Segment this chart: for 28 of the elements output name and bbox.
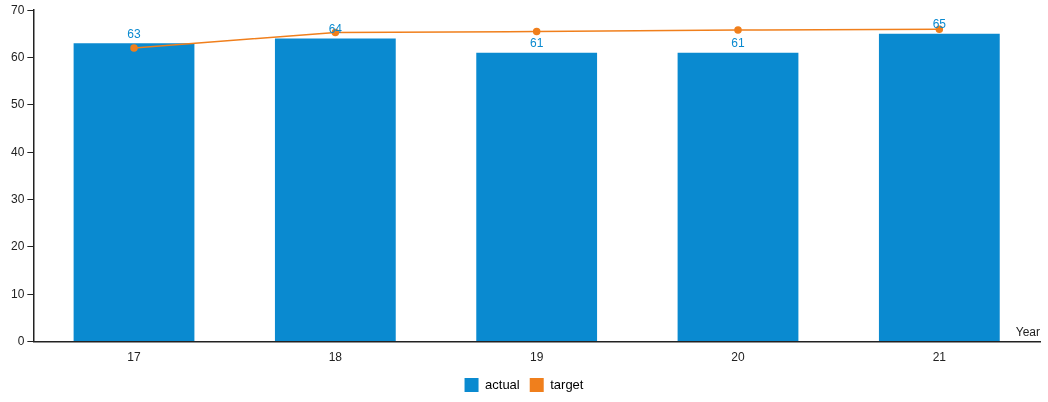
legend-label: actual — [485, 376, 520, 392]
point — [130, 44, 138, 52]
point — [734, 26, 742, 34]
data-label: 63 — [127, 26, 142, 41]
y-tick-label: 60 — [10, 49, 25, 64]
bar — [677, 52, 799, 342]
x-axis-title: Year — [1015, 324, 1040, 339]
x-tick-label: 18 — [328, 350, 343, 365]
y-tick-label: 10 — [10, 286, 25, 301]
bar — [878, 33, 1000, 342]
y-tick-label: 40 — [10, 144, 25, 159]
data-label: 61 — [529, 36, 544, 51]
data-label: 61 — [731, 36, 745, 51]
y-tick-label: 30 — [10, 191, 25, 206]
bar — [274, 38, 396, 342]
y-tick-label: 20 — [10, 239, 25, 254]
point — [532, 27, 541, 36]
y-tick-label: 70 — [10, 2, 25, 17]
bar — [73, 43, 195, 342]
y-tick-label: 50 — [10, 97, 25, 112]
y-tick-label: 0 — [17, 333, 25, 348]
bar — [476, 52, 598, 342]
data-label: 65 — [932, 17, 947, 32]
x-tick-label: 19 — [529, 350, 544, 365]
x-tick-label: 17 — [127, 350, 142, 365]
x-tick-label: 20 — [731, 350, 745, 365]
legend-label: target — [550, 376, 584, 392]
x-tick-label: 21 — [932, 350, 947, 365]
